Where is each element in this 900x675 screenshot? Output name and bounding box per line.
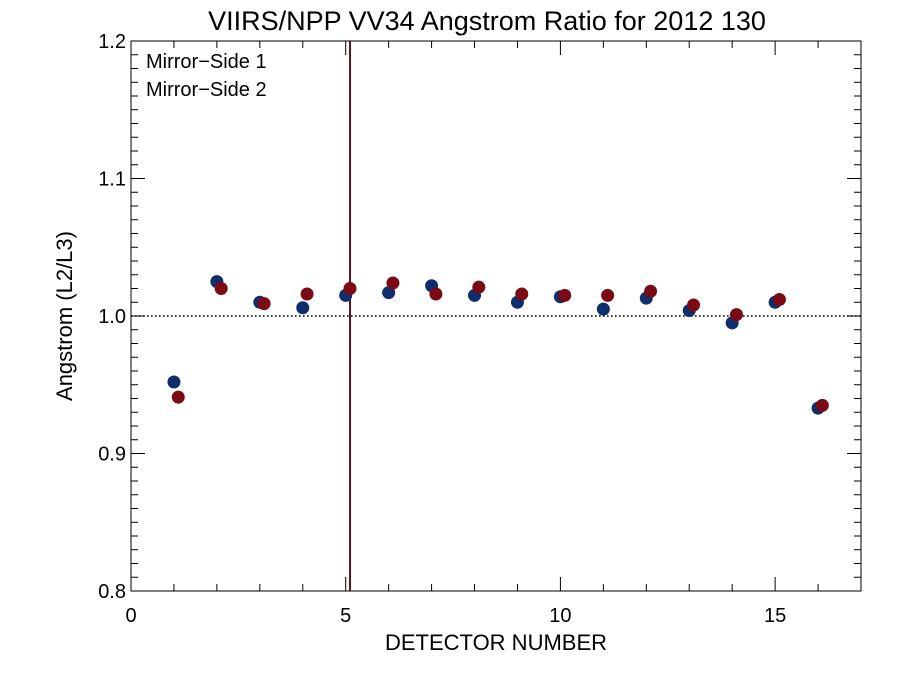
data-point-mirror-side-1 (296, 301, 310, 315)
axis-ticks: 0 5 10 15 0.8 0.9 1.0 1.1 1.2 (98, 31, 862, 627)
data-point-mirror-side-2 (515, 287, 529, 301)
data-point-mirror-side-2 (815, 398, 829, 412)
data-point-mirror-side-2 (300, 287, 314, 301)
data-point-mirror-side-2 (687, 298, 701, 312)
y-tick-label: 0.8 (98, 581, 126, 603)
x-tick-label: 15 (764, 605, 786, 627)
legend-entry-mirror-side-1: Mirror−Side 1 (146, 51, 267, 73)
data-point-mirror-side-2 (472, 280, 486, 294)
reference-lines (131, 41, 861, 591)
plot-frame (130, 40, 862, 592)
x-tick-label: 10 (549, 605, 571, 627)
data-point-mirror-side-2 (257, 297, 271, 311)
data-point-mirror-side-2 (214, 282, 228, 295)
data-point-mirror-side-2 (429, 287, 443, 301)
x-tick-label: 0 (125, 605, 136, 627)
data-point-mirror-side-2 (729, 308, 743, 322)
y-tick-label: 1.1 (98, 169, 126, 191)
x-axis-label: DETECTOR NUMBER (385, 630, 607, 655)
data-point-mirror-side-2 (171, 390, 185, 404)
data-point-mirror-side-2 (386, 276, 400, 290)
data-point-mirror-side-2 (601, 288, 615, 302)
data-point-mirror-side-2 (343, 282, 357, 295)
chart-title: VIIRS/NPP VV34 Angstrom Ratio for 2012 1… (208, 6, 766, 36)
y-tick-label: 1.2 (98, 31, 126, 53)
data-point-mirror-side-2 (772, 293, 786, 306)
data-point-mirror-side-2 (558, 288, 572, 302)
data-point-mirror-side-2 (644, 284, 658, 298)
y-tick-label: 1.0 (98, 306, 126, 328)
y-tick-label: 0.9 (98, 444, 126, 466)
data-point-mirror-side-1 (167, 375, 181, 389)
data-point-mirror-side-1 (596, 302, 610, 316)
y-axis-label: Angstrom (L2/L3) (52, 231, 77, 401)
x-tick-label: 5 (340, 605, 351, 627)
legend-entry-mirror-side-2: Mirror−Side 2 (146, 79, 267, 101)
data-points (167, 275, 829, 415)
